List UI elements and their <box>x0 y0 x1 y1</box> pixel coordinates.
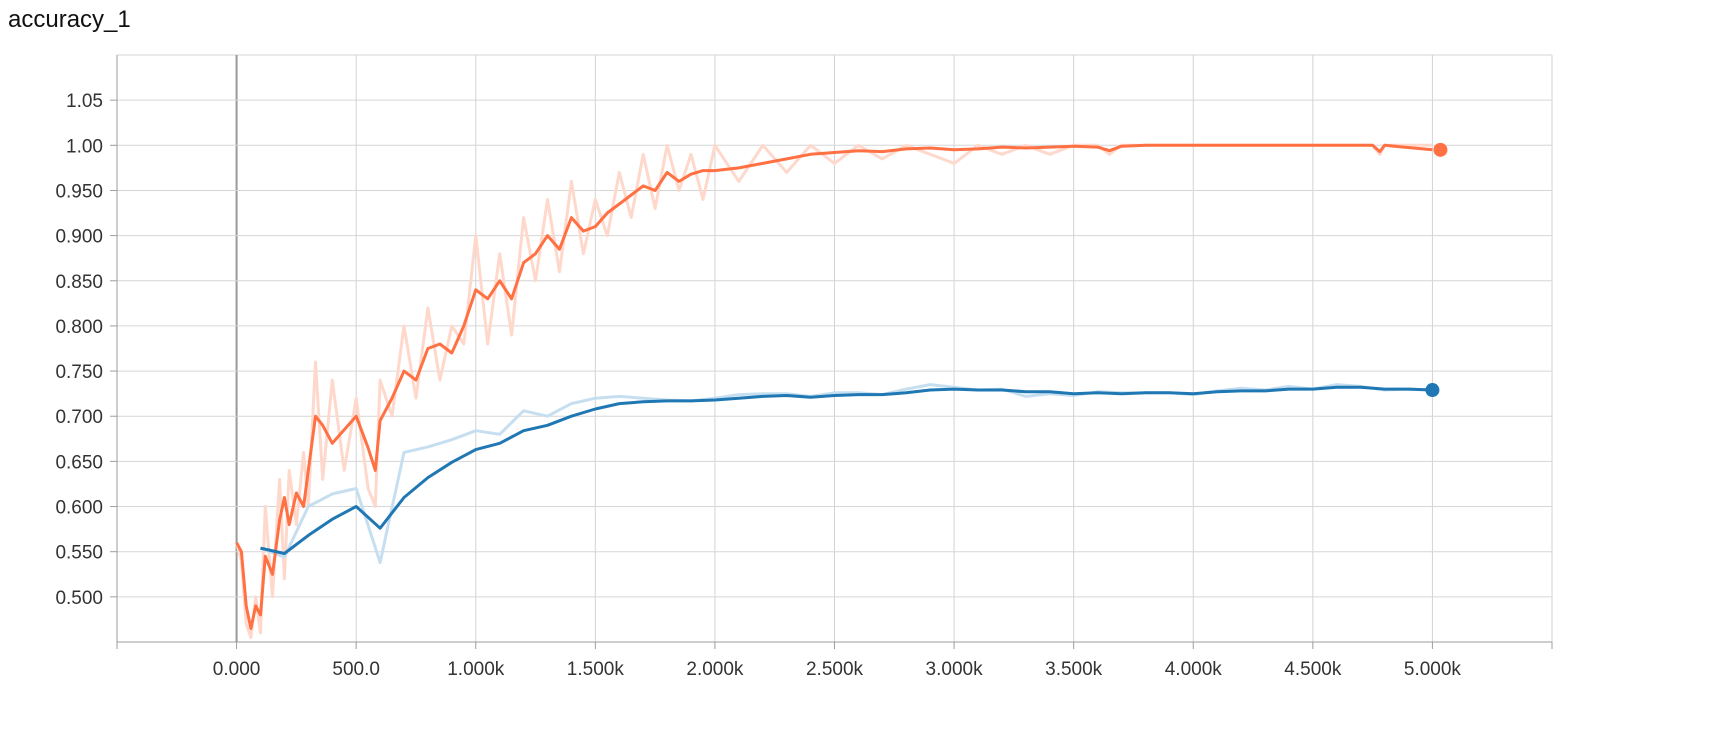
x-tick-label: 4.000k <box>1165 659 1223 680</box>
y-tick-label: 1.00 <box>66 136 103 157</box>
chart-title: accuracy_1 <box>8 6 131 33</box>
smoothed-series-line-0 <box>235 143 1433 630</box>
y-tick-label: 0.950 <box>55 181 103 202</box>
y-tick-label: 0.700 <box>55 407 103 428</box>
series-end-marker-0 <box>1433 142 1448 157</box>
y-axis: 0.500 0.550 0.600 0.650 0.700 0.750 0.800 0.850… <box>55 55 118 642</box>
x-tick-label: 3.500k <box>1045 659 1103 680</box>
smoothed-series-lines <box>235 143 1433 630</box>
y-tick-label: 0.900 <box>55 227 103 248</box>
y-tick-label: 0.500 <box>55 588 103 609</box>
y-tick-label: 0.800 <box>55 317 103 338</box>
raw-series-line-1 <box>259 383 1433 564</box>
y-tick-label: 0.650 <box>55 452 103 473</box>
y-tick-label: 0.850 <box>55 272 103 293</box>
y-tick-label: 0.600 <box>55 498 103 519</box>
x-tick-label: 500.0 <box>332 659 380 680</box>
x-tick-label: 1.500k <box>567 659 625 680</box>
end-markers <box>1425 142 1448 398</box>
y-tick-label: 0.550 <box>55 543 103 564</box>
x-tick-label: 1.000k <box>447 659 505 680</box>
x-tick-label: 5.000k <box>1404 659 1462 680</box>
smoothed-series-line-1 <box>260 385 1433 555</box>
x-axis: 0.000 500.0 1.000k 1.500k 2.000k 2.500k 3.000k… <box>116 641 1553 680</box>
x-tick-label: 0.000 <box>213 659 261 680</box>
y-tick-label: 1.05 <box>66 91 103 112</box>
y-tick-label: 0.750 <box>55 362 103 383</box>
series-end-marker-1 <box>1425 383 1440 398</box>
x-tick-label: 3.000k <box>926 659 984 680</box>
grid-lines <box>116 54 1553 642</box>
x-tick-label: 2.000k <box>686 659 744 680</box>
x-tick-label: 2.500k <box>806 659 864 680</box>
x-tick-label: 4.500k <box>1284 659 1342 680</box>
